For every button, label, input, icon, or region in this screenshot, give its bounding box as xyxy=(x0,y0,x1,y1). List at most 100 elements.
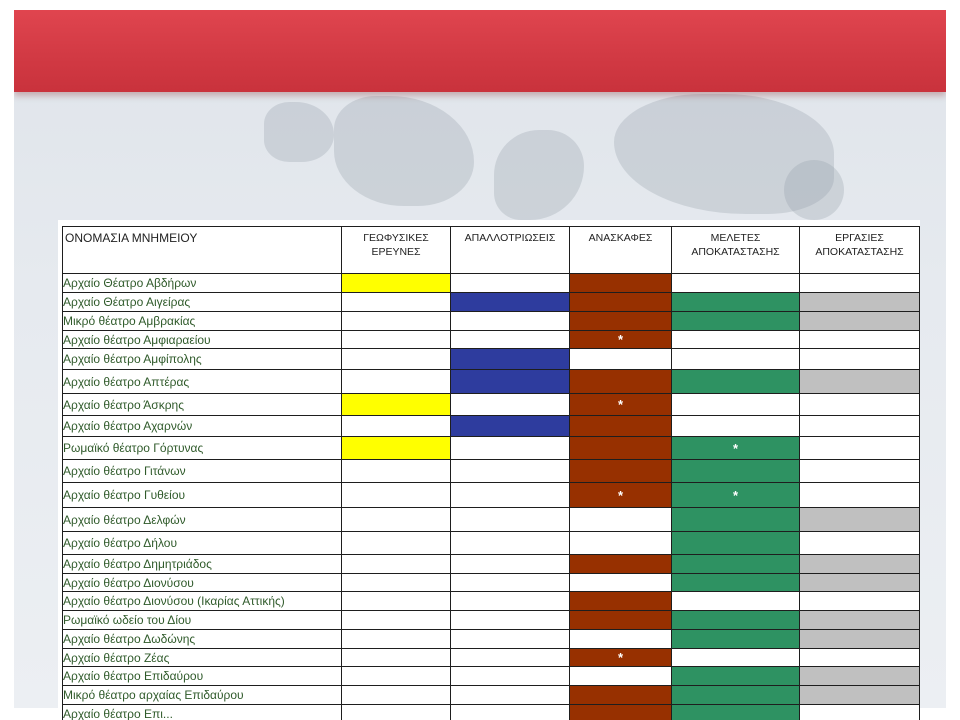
expropriations-cell xyxy=(450,436,570,460)
excavations-cell xyxy=(569,573,672,592)
monument-name: Αρχαίο θέατρο Δελφών xyxy=(62,507,342,532)
excavations-cell xyxy=(569,507,672,532)
asterisk-mark: * xyxy=(617,397,624,412)
monument-name: Μικρό θέατρο Αμβρακίας xyxy=(62,311,342,331)
expropriations-cell xyxy=(450,393,570,416)
geophysical-cell xyxy=(341,436,451,460)
table-row: Αρχαίο θέατρο Δελφών xyxy=(62,507,920,532)
studies-cell xyxy=(671,629,800,649)
works-cell xyxy=(799,482,920,508)
expropriations-cell xyxy=(450,648,570,667)
excavations-cell xyxy=(569,459,672,483)
geophysical-cell xyxy=(341,573,451,592)
header-expropriations: ΑΠΑΛΛΟΤΡΙΩΣΕΙΣ xyxy=(450,226,570,274)
excavations-cell xyxy=(569,292,672,312)
works-cell xyxy=(799,311,920,331)
table-row: Αρχαίο Θέατρο Αβδήρων xyxy=(62,273,920,293)
studies-cell xyxy=(671,704,800,720)
monument-name: Ρωμαϊκό θέατρο Γόρτυνας xyxy=(62,436,342,460)
table-row: Αρχαίο θέατρο Αμφιαραείου * xyxy=(62,330,920,349)
monument-name: Αρχαίο θέατρο Διονύσου xyxy=(62,573,342,592)
geophysical-cell xyxy=(341,629,451,649)
table-row: Αρχαίο θέατρο Απτέρας xyxy=(62,369,920,394)
works-cell xyxy=(799,648,920,667)
monument-name: Αρχαίο θέατρο Απτέρας xyxy=(62,369,342,394)
monument-name: Αρχαίο θέατρο Γιτάνων xyxy=(62,459,342,483)
monument-name: Αρχαίο θέατρο Αμφίπολης xyxy=(62,348,342,370)
asterisk-mark: * xyxy=(617,650,624,665)
geophysical-cell xyxy=(341,591,451,611)
table-row: Αρχαίο θέατρο Άσκρης * xyxy=(62,393,920,416)
works-cell xyxy=(799,436,920,460)
table-row: Μικρό θέατρο Αμβρακίας xyxy=(62,311,920,331)
asterisk-mark: * xyxy=(732,487,739,503)
expropriations-cell xyxy=(450,666,570,686)
table-row: Αρχαίο θέατρο Αχαρνών xyxy=(62,415,920,437)
monument-name: Αρχαίο θέατρο Άσκρης xyxy=(62,393,342,416)
monument-name: Αρχαίο θέατρο Επιδαύρου xyxy=(62,666,342,686)
studies-cell xyxy=(671,685,800,705)
works-cell xyxy=(799,393,920,416)
geophysical-cell xyxy=(341,330,451,349)
geophysical-cell xyxy=(341,393,451,416)
table-row: Αρχαίο θέατρο Δημητριάδος xyxy=(62,554,920,574)
geophysical-cell xyxy=(341,685,451,705)
expropriations-cell xyxy=(450,704,570,720)
monument-name: Αρχαίο θέατρο Δήλου xyxy=(62,531,342,555)
works-cell xyxy=(799,348,920,370)
table-header-row: ΟΝΟΜΑΣΙΑ ΜΝΗΜΕΙΟΥ ΓΕΩΦΥΣΙΚΕΣ ΕΡΕΥΝΕΣ ΑΠΑ… xyxy=(62,226,920,274)
studies-cell xyxy=(671,415,800,437)
works-cell xyxy=(799,415,920,437)
geophysical-cell xyxy=(341,482,451,508)
monument-name: Αρχαίο θέατρο Γυθείου xyxy=(62,482,342,508)
studies-cell xyxy=(671,292,800,312)
monuments-table-panel: ΟΝΟΜΑΣΙΑ ΜΝΗΜΕΙΟΥ ΓΕΩΦΥΣΙΚΕΣ ΕΡΕΥΝΕΣ ΑΠΑ… xyxy=(58,220,920,720)
monuments-table: ΟΝΟΜΑΣΙΑ ΜΝΗΜΕΙΟΥ ΓΕΩΦΥΣΙΚΕΣ ΕΡΕΥΝΕΣ ΑΠΑ… xyxy=(62,226,920,720)
table-row: Αρχαίο Θέατρο Αιγείρας xyxy=(62,292,920,312)
excavations-cell xyxy=(569,629,672,649)
expropriations-cell xyxy=(450,507,570,532)
excavations-cell: * xyxy=(569,330,672,349)
works-cell xyxy=(799,531,920,555)
table-row: Ρωμαϊκό ωδείο του Δίου xyxy=(62,610,920,630)
table-row: Αρχαίο θέατρο Ζέας * xyxy=(62,648,920,667)
monument-name: Μικρό θέατρο αρχαίας Επιδαύρου xyxy=(62,685,342,705)
excavations-cell xyxy=(569,436,672,460)
works-cell xyxy=(799,507,920,532)
monument-name: Ρωμαϊκό ωδείο του Δίου xyxy=(62,610,342,630)
excavations-cell xyxy=(569,666,672,686)
studies-cell xyxy=(671,610,800,630)
monument-name: Αρχαίο θέατρο Αμφιαραείου xyxy=(62,330,342,349)
expropriations-cell xyxy=(450,459,570,483)
asterisk-mark: * xyxy=(617,487,624,503)
excavations-cell: * xyxy=(569,393,672,416)
table-row: Μικρό θέατρο αρχαίας Επιδαύρου xyxy=(62,685,920,705)
excavations-cell: * xyxy=(569,482,672,508)
geophysical-cell xyxy=(341,554,451,574)
expropriations-cell xyxy=(450,348,570,370)
geophysical-cell xyxy=(341,666,451,686)
studies-cell xyxy=(671,573,800,592)
works-cell xyxy=(799,554,920,574)
excavations-cell xyxy=(569,685,672,705)
expropriations-cell xyxy=(450,573,570,592)
geophysical-cell xyxy=(341,531,451,555)
studies-cell xyxy=(671,369,800,394)
table-row: Αρχαίο θέατρο Διονύσου xyxy=(62,573,920,592)
works-cell xyxy=(799,629,920,649)
studies-cell xyxy=(671,531,800,555)
works-cell xyxy=(799,273,920,293)
excavations-cell xyxy=(569,348,672,370)
expropriations-cell xyxy=(450,369,570,394)
studies-cell xyxy=(671,393,800,416)
studies-cell xyxy=(671,348,800,370)
studies-cell xyxy=(671,459,800,483)
studies-cell xyxy=(671,666,800,686)
expropriations-cell xyxy=(450,330,570,349)
works-cell xyxy=(799,610,920,630)
monument-name: Αρχαίο θέατρο Αχαρνών xyxy=(62,415,342,437)
expropriations-cell xyxy=(450,685,570,705)
geophysical-cell xyxy=(341,348,451,370)
expropriations-cell xyxy=(450,311,570,331)
header-monument-name: ΟΝΟΜΑΣΙΑ ΜΝΗΜΕΙΟΥ xyxy=(62,226,342,274)
